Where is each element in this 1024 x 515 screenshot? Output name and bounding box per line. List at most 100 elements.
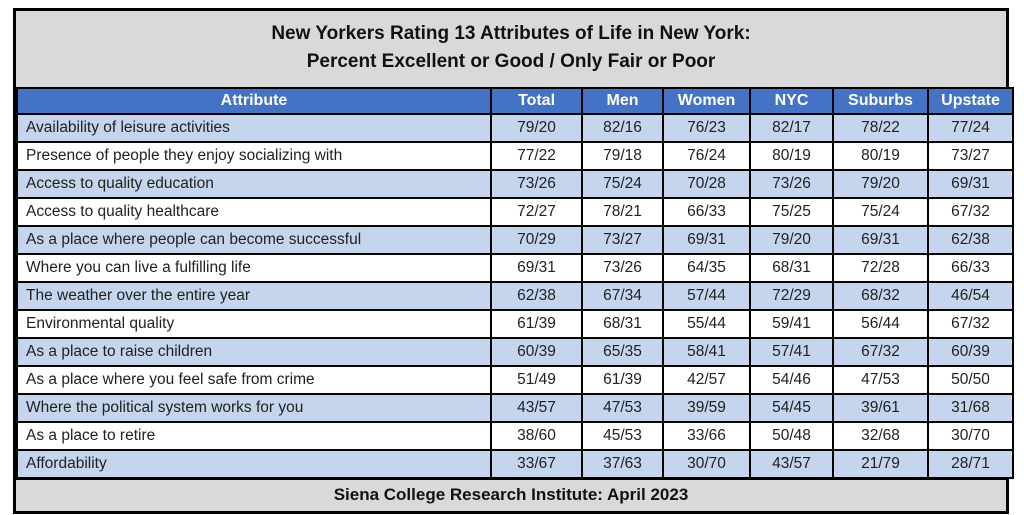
value-cell-upstate: 62/38 — [927, 225, 1014, 255]
attribute-cell: Access to quality healthcare — [16, 197, 492, 227]
attribute-cell: Where the political system works for you — [16, 393, 492, 423]
value-cell-total: 33/67 — [490, 449, 583, 479]
attribute-cell: Presence of people they enjoy socializin… — [16, 141, 492, 171]
table-row: As a place where you feel safe from crim… — [16, 365, 1014, 395]
value-cell-men: 47/53 — [581, 393, 664, 423]
table-row: Access to quality education 73/26 75/24 70/… — [16, 169, 1014, 199]
value-cell-upstate: 50/50 — [927, 365, 1014, 395]
value-cell-men: 73/26 — [581, 253, 664, 283]
value-cell-nyc: 72/29 — [749, 281, 834, 311]
value-cell-nyc: 59/41 — [749, 309, 834, 339]
value-cell-total: 51/49 — [490, 365, 583, 395]
value-cell-suburbs: 68/32 — [832, 281, 929, 311]
value-cell-men: 67/34 — [581, 281, 664, 311]
column-header-suburbs: Suburbs — [832, 87, 929, 115]
value-cell-upstate: 77/24 — [927, 113, 1014, 143]
value-cell-upstate: 31/68 — [927, 393, 1014, 423]
value-cell-women: 30/70 — [662, 449, 751, 479]
value-cell-men: 82/16 — [581, 113, 664, 143]
value-cell-men: 68/31 — [581, 309, 664, 339]
value-cell-suburbs: 47/53 — [832, 365, 929, 395]
source-footer: Siena College Research Institute: April … — [16, 479, 1006, 511]
value-cell-total: 62/38 — [490, 281, 583, 311]
column-header-upstate: Upstate — [927, 87, 1014, 115]
attribute-cell: Where you can live a fulfilling life — [16, 253, 492, 283]
column-header-nyc: NYC — [749, 87, 834, 115]
value-cell-total: 73/26 — [490, 169, 583, 199]
value-cell-nyc: 79/20 — [749, 225, 834, 255]
table-row: Presence of people they enjoy socializin… — [16, 141, 1014, 171]
table-row: As a place to retire 38/60 45/53 33/66 50/48… — [16, 421, 1014, 451]
value-cell-women: 76/24 — [662, 141, 751, 171]
column-header-total: Total — [490, 87, 583, 115]
table-row: Access to quality healthcare 72/27 78/21 66… — [16, 197, 1014, 227]
value-cell-suburbs: 72/28 — [832, 253, 929, 283]
value-cell-nyc: 73/26 — [749, 169, 834, 199]
value-cell-nyc: 43/57 — [749, 449, 834, 479]
attribute-cell: As a place where people can become succe… — [16, 225, 492, 255]
value-cell-men: 37/63 — [581, 449, 664, 479]
value-cell-total: 77/22 — [490, 141, 583, 171]
table-row: Environmental quality 61/39 68/31 55/44 59/4… — [16, 309, 1014, 339]
value-cell-men: 45/53 — [581, 421, 664, 451]
value-cell-upstate: 66/33 — [927, 253, 1014, 283]
value-cell-women: 39/59 — [662, 393, 751, 423]
value-cell-women: 70/28 — [662, 169, 751, 199]
value-cell-nyc: 57/41 — [749, 337, 834, 367]
table-title: New Yorkers Rating 13 Attributes of Life… — [16, 11, 1006, 87]
ratings-table: Attribute Total Men Women NYC Suburbs Upstate … — [16, 87, 1014, 479]
value-cell-total: 61/39 — [490, 309, 583, 339]
value-cell-nyc: 50/48 — [749, 421, 834, 451]
value-cell-men: 61/39 — [581, 365, 664, 395]
value-cell-men: 75/24 — [581, 169, 664, 199]
value-cell-suburbs: 79/20 — [832, 169, 929, 199]
value-cell-women: 55/44 — [662, 309, 751, 339]
value-cell-suburbs: 21/79 — [832, 449, 929, 479]
value-cell-total: 38/60 — [490, 421, 583, 451]
ratings-table-frame: New Yorkers Rating 13 Attributes of Life… — [13, 8, 1014, 514]
value-cell-total: 72/27 — [490, 197, 583, 227]
value-cell-upstate: 73/27 — [927, 141, 1014, 171]
value-cell-total: 60/39 — [490, 337, 583, 367]
table-body: Availability of leisure activities 79/20 8… — [16, 113, 1014, 479]
value-cell-upstate: 67/32 — [927, 309, 1014, 339]
title-line-2: Percent Excellent or Good / Only Fair or… — [306, 51, 716, 72]
value-cell-upstate: 67/32 — [927, 197, 1014, 227]
column-header-women: Women — [662, 87, 751, 115]
value-cell-upstate: 30/70 — [927, 421, 1014, 451]
value-cell-suburbs: 39/61 — [832, 393, 929, 423]
value-cell-women: 58/41 — [662, 337, 751, 367]
attribute-cell: As a place to raise children — [16, 337, 492, 367]
value-cell-women: 66/33 — [662, 197, 751, 227]
header-row: Attribute Total Men Women NYC Suburbs Upstate — [16, 87, 1014, 115]
value-cell-upstate: 69/31 — [927, 169, 1014, 199]
value-cell-men: 65/35 — [581, 337, 664, 367]
value-cell-upstate: 60/39 — [927, 337, 1014, 367]
value-cell-men: 79/18 — [581, 141, 664, 171]
value-cell-suburbs: 32/68 — [832, 421, 929, 451]
column-header-men: Men — [581, 87, 664, 115]
value-cell-nyc: 68/31 — [749, 253, 834, 283]
attribute-cell: Availability of leisure activities — [16, 113, 492, 143]
value-cell-men: 78/21 — [581, 197, 664, 227]
attribute-cell: As a place to retire — [16, 421, 492, 451]
attribute-cell: The weather over the entire year — [16, 281, 492, 311]
value-cell-suburbs: 69/31 — [832, 225, 929, 255]
attribute-cell: Environmental quality — [16, 309, 492, 339]
value-cell-upstate: 46/54 — [927, 281, 1014, 311]
value-cell-nyc: 80/19 — [749, 141, 834, 171]
value-cell-nyc: 82/17 — [749, 113, 834, 143]
value-cell-suburbs: 67/32 — [832, 337, 929, 367]
table-row: As a place where people can become succe… — [16, 225, 1014, 255]
value-cell-suburbs: 75/24 — [832, 197, 929, 227]
title-line-1: New Yorkers Rating 13 Attributes of Life… — [271, 23, 751, 44]
table-row: Where the political system works for you… — [16, 393, 1014, 423]
value-cell-women: 69/31 — [662, 225, 751, 255]
table-row: The weather over the entire year 62/38 67/… — [16, 281, 1014, 311]
value-cell-suburbs: 78/22 — [832, 113, 929, 143]
value-cell-nyc: 54/45 — [749, 393, 834, 423]
attribute-cell: Affordability — [16, 449, 492, 479]
value-cell-women: 33/66 — [662, 421, 751, 451]
value-cell-women: 64/35 — [662, 253, 751, 283]
